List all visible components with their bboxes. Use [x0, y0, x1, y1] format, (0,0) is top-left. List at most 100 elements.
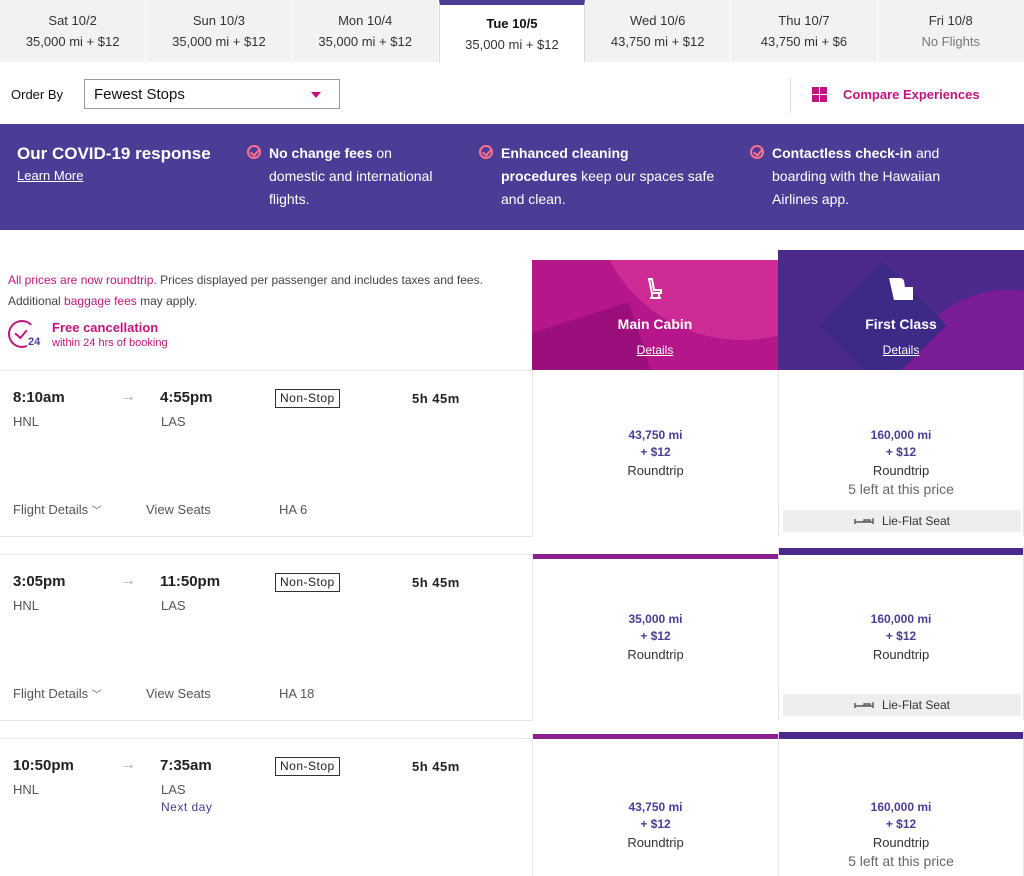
date-tab-sat[interactable]: Sat 10/2 35,000 mi + $12 [0, 0, 147, 62]
date-tab-price: No Flights [921, 34, 980, 49]
cabin-header-first: First Class Details [778, 250, 1024, 370]
clock-check-icon [8, 320, 36, 348]
fare-type: Roundtrip [627, 835, 684, 850]
flight-number: HA 6 [279, 502, 308, 517]
date-tab-sun[interactable]: Sun 10/3 35,000 mi + $12 [146, 0, 293, 62]
order-by-value: Fewest Stops [94, 86, 185, 103]
departure-time: 8:10am [13, 389, 65, 406]
order-by-select[interactable]: Fewest Stops [84, 79, 340, 109]
date-tab-day: Tue 10/5 [486, 15, 538, 31]
compare-experiences-link[interactable]: Compare Experiences [812, 87, 980, 102]
covid-item-text: Airlines app. [772, 191, 850, 207]
chevron-down-icon: ﹀ [91, 690, 102, 701]
departure-time: 10:50pm [13, 757, 74, 774]
first-seat-icon [889, 278, 913, 300]
bed-icon [854, 701, 874, 708]
fare-type: Roundtrip [872, 835, 930, 850]
grid-icon [812, 87, 827, 102]
cabin-details-link[interactable]: Details [882, 343, 920, 357]
next-day-label: Next day [161, 800, 213, 814]
view-seats-link[interactable]: View Seats [146, 502, 211, 517]
fare-type: Roundtrip [872, 647, 930, 662]
duration: 5h 45m [412, 575, 460, 590]
date-tab-day: Sat 10/2 [48, 13, 97, 28]
seats-left: 5 left at this price [848, 481, 954, 497]
covid-item-bold: Contactless check-in [772, 145, 913, 161]
view-seats-link[interactable]: View Seats [146, 686, 211, 701]
fare-fee: + $12 [885, 445, 917, 459]
clock-24-badge: 24 [27, 336, 42, 348]
covid-item-bold: procedures [501, 168, 578, 184]
seat-type-label: Lie-Flat Seat [881, 698, 951, 712]
duration: 5h 45m [412, 759, 460, 774]
cabin-name: Main Cabin [617, 316, 693, 332]
fare-top-bar [533, 554, 778, 559]
fare-fee: + $12 [885, 817, 917, 831]
check-circle-icon [247, 145, 261, 159]
seat-type-label: Lie-Flat Seat [881, 514, 951, 528]
fare-main-cabin[interactable]: 43,750 mi + $12 Roundtrip [532, 734, 778, 876]
fare-first-class[interactable]: 160,000 mi + $12 Roundtrip 5 left at thi… [778, 732, 1024, 876]
caret-down-icon [311, 92, 321, 98]
chevron-down-icon: ﹀ [91, 506, 102, 517]
baggage-fees-link[interactable]: baggage fees [64, 294, 137, 308]
fare-top-bar [779, 548, 1023, 555]
fare-top-bar [779, 732, 1023, 739]
date-tab-price: 43,750 mi + $6 [760, 34, 848, 49]
covid-item-text: domestic and international [269, 168, 433, 184]
learn-more-link[interactable]: Learn More [17, 168, 84, 183]
arrival-airport: LAS [161, 782, 186, 797]
covid-item-text: and [912, 145, 940, 161]
arrival-time: 4:55pm [160, 389, 213, 406]
fare-miles: 43,750 mi [628, 800, 683, 814]
date-tab-price: 35,000 mi + $12 [465, 36, 559, 52]
date-tab-mon[interactable]: Mon 10/4 35,000 mi + $12 [292, 0, 439, 62]
check-circle-icon [750, 145, 764, 159]
flight-details-label: Flight Details [13, 686, 89, 701]
compare-experiences-label: Compare Experiences [843, 87, 980, 102]
stops-badge: Non-Stop [275, 389, 340, 408]
covid-item-cleaning: Enhanced cleaning procedures keep our sp… [479, 142, 715, 211]
fare-miles: 160,000 mi [870, 612, 932, 626]
cancellation-subtitle: within 24 hrs of booking [52, 337, 168, 349]
date-tab-day: Mon 10/4 [338, 13, 393, 28]
date-tab-day: Thu 10/7 [778, 13, 830, 28]
covid-item-text: keep our spaces safe [577, 168, 715, 184]
fare-type: Roundtrip [627, 647, 684, 662]
arrow-right-icon: → [120, 572, 136, 589]
flight-row: 3:05pm → 11:50pm HNL LAS Non-Stop 5h 45m… [0, 548, 1024, 721]
covid-item-text: boarding with the Hawaiian [772, 168, 941, 184]
cabin-details-link[interactable]: Details [636, 343, 674, 357]
prices-note: Prices displayed per passenger and inclu… [156, 273, 483, 287]
lie-flat-seat-badge: Lie-Flat Seat [783, 694, 1021, 716]
order-bar: Order By Fewest Stops Compare Experience… [0, 63, 1024, 124]
covid-item-text: and clean. [501, 191, 566, 207]
fare-first-class[interactable]: 160,000 mi + $12 Roundtrip 5 left at thi… [778, 370, 1024, 536]
lie-flat-seat-badge: Lie-Flat Seat [783, 510, 1021, 532]
date-tab-price: 35,000 mi + $12 [25, 34, 120, 49]
departure-airport: HNL [13, 782, 40, 797]
fare-miles: 43,750 mi [628, 428, 683, 442]
date-tab-tue[interactable]: Tue 10/5 35,000 mi + $12 [438, 0, 586, 62]
flight-number: HA 18 [279, 686, 315, 701]
date-tab-fri[interactable]: Fri 10/8 No Flights [877, 0, 1024, 62]
fare-main-cabin[interactable]: 35,000 mi + $12 Roundtrip [532, 554, 778, 720]
price-note: All prices are now roundtrip. Prices dis… [8, 270, 518, 312]
flight-details-toggle[interactable]: Flight Details ﹀ [13, 502, 102, 517]
cancellation-title: Free cancellation [52, 320, 159, 335]
check-circle-icon [479, 145, 493, 159]
fare-type: Roundtrip [872, 463, 930, 478]
date-tab-thu[interactable]: Thu 10/7 43,750 mi + $6 [731, 0, 878, 62]
date-tab-day: Wed 10/6 [629, 13, 686, 28]
fare-fee: + $12 [640, 817, 671, 831]
fare-fee: + $12 [640, 629, 671, 643]
fare-main-cabin[interactable]: 43,750 mi + $12 Roundtrip [532, 370, 778, 536]
covid-item-bold: No change fees [269, 145, 373, 161]
date-tab-price: 43,750 mi + $12 [610, 34, 705, 49]
date-tab-day: Fri 10/8 [928, 13, 973, 28]
date-tab-wed[interactable]: Wed 10/6 43,750 mi + $12 [585, 0, 732, 62]
flight-details-toggle[interactable]: Flight Details ﹀ [13, 686, 102, 701]
fare-first-class[interactable]: 160,000 mi + $12 Roundtrip Lie-Flat Seat [778, 548, 1024, 720]
covid-banner: Our COVID-19 response Learn More No chan… [0, 124, 1024, 230]
cabin-name: First Class [865, 316, 937, 332]
